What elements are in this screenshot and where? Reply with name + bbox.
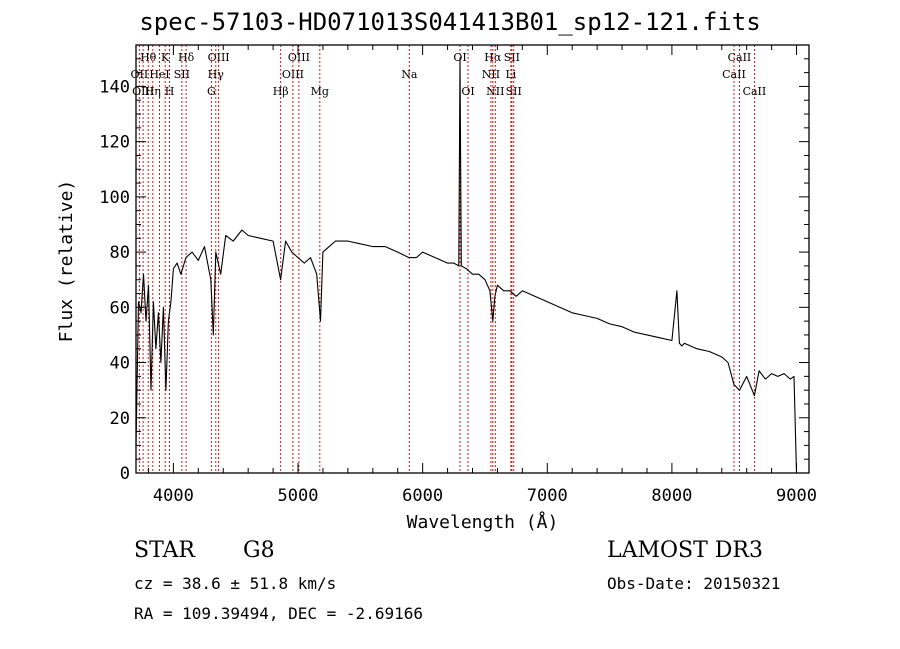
line-marker-label: SII — [174, 68, 190, 81]
y-tick-label: 100 — [99, 188, 130, 208]
line-marker-label: OIII — [208, 51, 230, 64]
object-class: STAR — [134, 538, 195, 563]
line-marker-label: SII — [506, 85, 522, 98]
line-marker-label: CaII — [743, 85, 767, 98]
spectrum-series — [135, 58, 798, 474]
x-tick-label: 4000 — [153, 486, 194, 506]
line-marker-label: CaII — [722, 68, 746, 81]
line-marker-label: OII — [131, 68, 149, 81]
line-markers: Hθ OII OIII K HeI Hη SII H Hδ OIII Hγ G Hβ OIII OIII Mg… — [131, 45, 767, 473]
plot-frame — [135, 44, 810, 474]
line-marker-label: Na — [401, 68, 418, 81]
line-marker-label: Hβ — [273, 85, 289, 98]
line-marker-label: K — [161, 51, 170, 64]
x-tick-label: 6000 — [402, 486, 443, 506]
line-marker-label: Hγ — [208, 68, 225, 81]
y-tick-label: 40 — [110, 354, 130, 374]
line-marker-label: SII — [504, 51, 520, 64]
line-marker-label: G — [207, 85, 216, 98]
y-tick-label: 140 — [99, 77, 130, 97]
object-subclass: G8 — [243, 538, 275, 563]
x-tick-label: 5000 — [278, 486, 319, 506]
y-tick-label: 80 — [110, 243, 130, 263]
line-marker-label: OI — [453, 51, 466, 64]
line-marker-label: Mg — [311, 85, 329, 98]
line-marker-label: Hθ — [140, 51, 157, 64]
y-tick-label: 60 — [110, 298, 130, 318]
line-marker-label: OIII — [132, 85, 154, 98]
x-tick-label: 8000 — [651, 486, 692, 506]
line-marker-label: OIII — [288, 51, 310, 64]
y-tick-label: 20 — [110, 409, 130, 429]
survey-name: LAMOST DR3 — [607, 538, 763, 563]
x-axis-label: Wavelength (Å) — [407, 511, 559, 533]
line-marker-label: OI — [461, 85, 474, 98]
y-axis-label: Flux (relative) — [56, 180, 77, 343]
line-marker-label: NII — [482, 68, 500, 81]
spectrum-line — [135, 58, 798, 474]
line-marker-label: CaII — [728, 51, 752, 64]
axis-ticks — [136, 45, 809, 474]
line-marker-label: Hα — [484, 51, 502, 64]
y-tick-label: 120 — [99, 133, 130, 153]
chart-title: spec-57103-HD071013S041413B01_sp12-121.f… — [139, 8, 761, 36]
x-tick-label: 9000 — [776, 486, 817, 506]
axis-labels: 4000 5000 6000 7000 8000 9000 0 20 40 60 80 100 120 1… — [56, 77, 817, 533]
line-marker-label: Hη — [145, 85, 161, 98]
line-marker-label: H — [165, 85, 175, 98]
coordinates-line: RA = 109.39494, DEC = -2.69166 — [134, 604, 423, 623]
x-tick-label: 7000 — [527, 486, 568, 506]
line-marker-label: HeI — [149, 68, 169, 81]
line-marker-label: OIII — [282, 68, 304, 81]
line-marker-label: Hδ — [178, 51, 195, 64]
redshift-line: cz = 38.6 ± 51.8 km/s — [134, 574, 337, 593]
obs-date-line: Obs-Date: 20150321 — [607, 574, 781, 593]
y-tick-label: 0 — [120, 464, 130, 484]
line-marker-label: NII — [486, 85, 504, 98]
line-marker-label: Li — [505, 68, 516, 81]
